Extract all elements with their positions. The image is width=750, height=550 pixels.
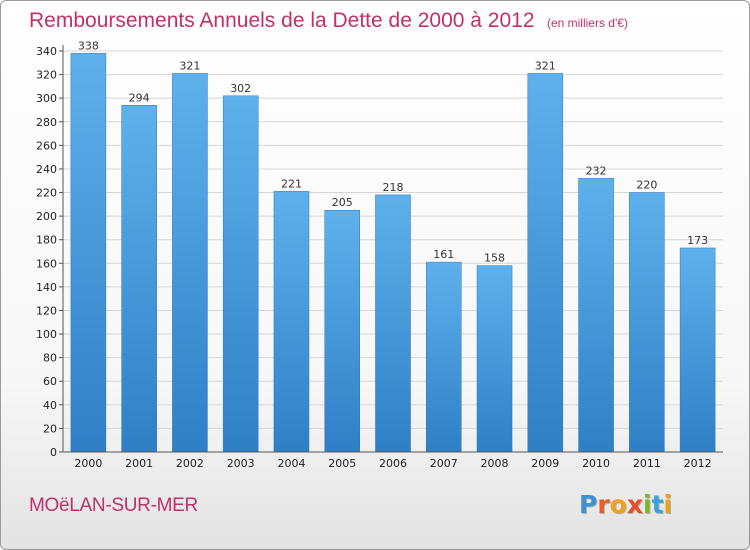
bar-2004 bbox=[273, 191, 310, 453]
bar-2001 bbox=[121, 105, 157, 453]
x-axis-ticks: 2000 2001 2002 2003 2004 2005 2006 2007 2008 2009… bbox=[74, 457, 711, 470]
y-tick-label: 300 bbox=[36, 92, 57, 105]
x-tick-label-2009: 2009 bbox=[531, 457, 559, 470]
data-label-2007: 161 bbox=[433, 248, 454, 261]
x-tick-label-2008: 2008 bbox=[481, 457, 509, 470]
brand-letter: x bbox=[626, 490, 643, 519]
bars bbox=[70, 53, 716, 453]
chart-title-block: Remboursements Annuels de la Dette de 20… bbox=[29, 9, 628, 33]
bar-2000 bbox=[70, 53, 107, 453]
x-tick-label-2006: 2006 bbox=[379, 457, 407, 470]
data-label-2008: 158 bbox=[484, 252, 505, 265]
y-tick-label: 260 bbox=[36, 139, 57, 152]
bar-2010 bbox=[578, 178, 614, 453]
chart-title: Remboursements Annuels de la Dette de 20… bbox=[29, 9, 535, 32]
data-label-2001: 294 bbox=[129, 91, 150, 104]
y-tick-label: 220 bbox=[36, 187, 57, 200]
x-tick-label-2005: 2005 bbox=[328, 457, 356, 470]
x-tick-label-2003: 2003 bbox=[227, 457, 255, 470]
x-tick-label-2012: 2012 bbox=[684, 457, 712, 470]
y-tick-label: 340 bbox=[36, 45, 57, 58]
data-label-2012: 173 bbox=[687, 234, 708, 247]
data-label-2006: 218 bbox=[383, 181, 404, 194]
x-tick-label-2007: 2007 bbox=[430, 457, 458, 470]
y-tick-label: 40 bbox=[43, 399, 57, 412]
chart-subtitle: (en milliers d'€) bbox=[546, 16, 628, 30]
x-tick-label-2002: 2002 bbox=[176, 457, 204, 470]
brand-letter: r bbox=[597, 490, 610, 519]
data-label-2003: 302 bbox=[230, 82, 251, 95]
data-label-2004: 221 bbox=[281, 177, 302, 190]
y-tick-label: 0 bbox=[50, 446, 57, 459]
bar-2002 bbox=[172, 73, 208, 453]
data-label-2005: 205 bbox=[332, 196, 353, 209]
x-tick-label-2010: 2010 bbox=[582, 457, 610, 470]
data-label-2011: 220 bbox=[636, 179, 657, 192]
y-tick-label: 180 bbox=[36, 234, 57, 247]
data-labels: 338 294 321 302 221 205 218 161 158 321 232 220 173 bbox=[78, 39, 708, 264]
brand-letter: t bbox=[651, 490, 664, 519]
x-tick-label-2001: 2001 bbox=[125, 457, 153, 470]
brand-letter: o bbox=[609, 490, 627, 519]
brand-letter: i bbox=[663, 490, 673, 519]
bar-2011 bbox=[629, 192, 665, 453]
brand-logo: Proxiti bbox=[579, 490, 672, 519]
y-tick-label: 60 bbox=[43, 375, 57, 388]
y-tick-label: 160 bbox=[36, 257, 57, 270]
y-axis-ticks: 0 20 40 60 80 100 120 140 160 180 200 220 240 260 280 3… bbox=[36, 45, 63, 459]
bar-2007 bbox=[426, 261, 462, 453]
x-tick-label-2004: 2004 bbox=[277, 457, 305, 470]
y-tick-label: 320 bbox=[36, 69, 57, 82]
bar-2005 bbox=[324, 209, 360, 453]
data-label-2010: 232 bbox=[586, 164, 607, 177]
data-label-2002: 321 bbox=[179, 59, 200, 72]
y-tick-label: 120 bbox=[36, 304, 57, 317]
y-tick-label: 80 bbox=[43, 352, 57, 365]
bar-2012 bbox=[679, 247, 716, 453]
data-label-2000: 338 bbox=[78, 39, 99, 52]
y-tick-label: 20 bbox=[43, 422, 57, 435]
x-tick-label-2011: 2011 bbox=[633, 457, 661, 470]
bar-2003 bbox=[222, 95, 259, 453]
y-tick-label: 140 bbox=[36, 281, 57, 294]
x-tick-label-2000: 2000 bbox=[74, 457, 102, 470]
brand-letter: i bbox=[643, 490, 652, 519]
bar-2008 bbox=[476, 265, 513, 453]
bar-2006 bbox=[375, 194, 411, 453]
y-tick-label: 200 bbox=[36, 210, 57, 223]
commune-name: MOëLAN-SUR-MER bbox=[29, 495, 198, 516]
axes bbox=[62, 45, 723, 453]
y-tick-label: 240 bbox=[36, 163, 57, 176]
y-tick-label: 280 bbox=[36, 116, 57, 129]
y-tick-label: 100 bbox=[36, 328, 57, 341]
brand-letter: P bbox=[579, 490, 598, 519]
data-label-2009: 321 bbox=[535, 59, 556, 72]
bar-2009 bbox=[527, 73, 564, 453]
